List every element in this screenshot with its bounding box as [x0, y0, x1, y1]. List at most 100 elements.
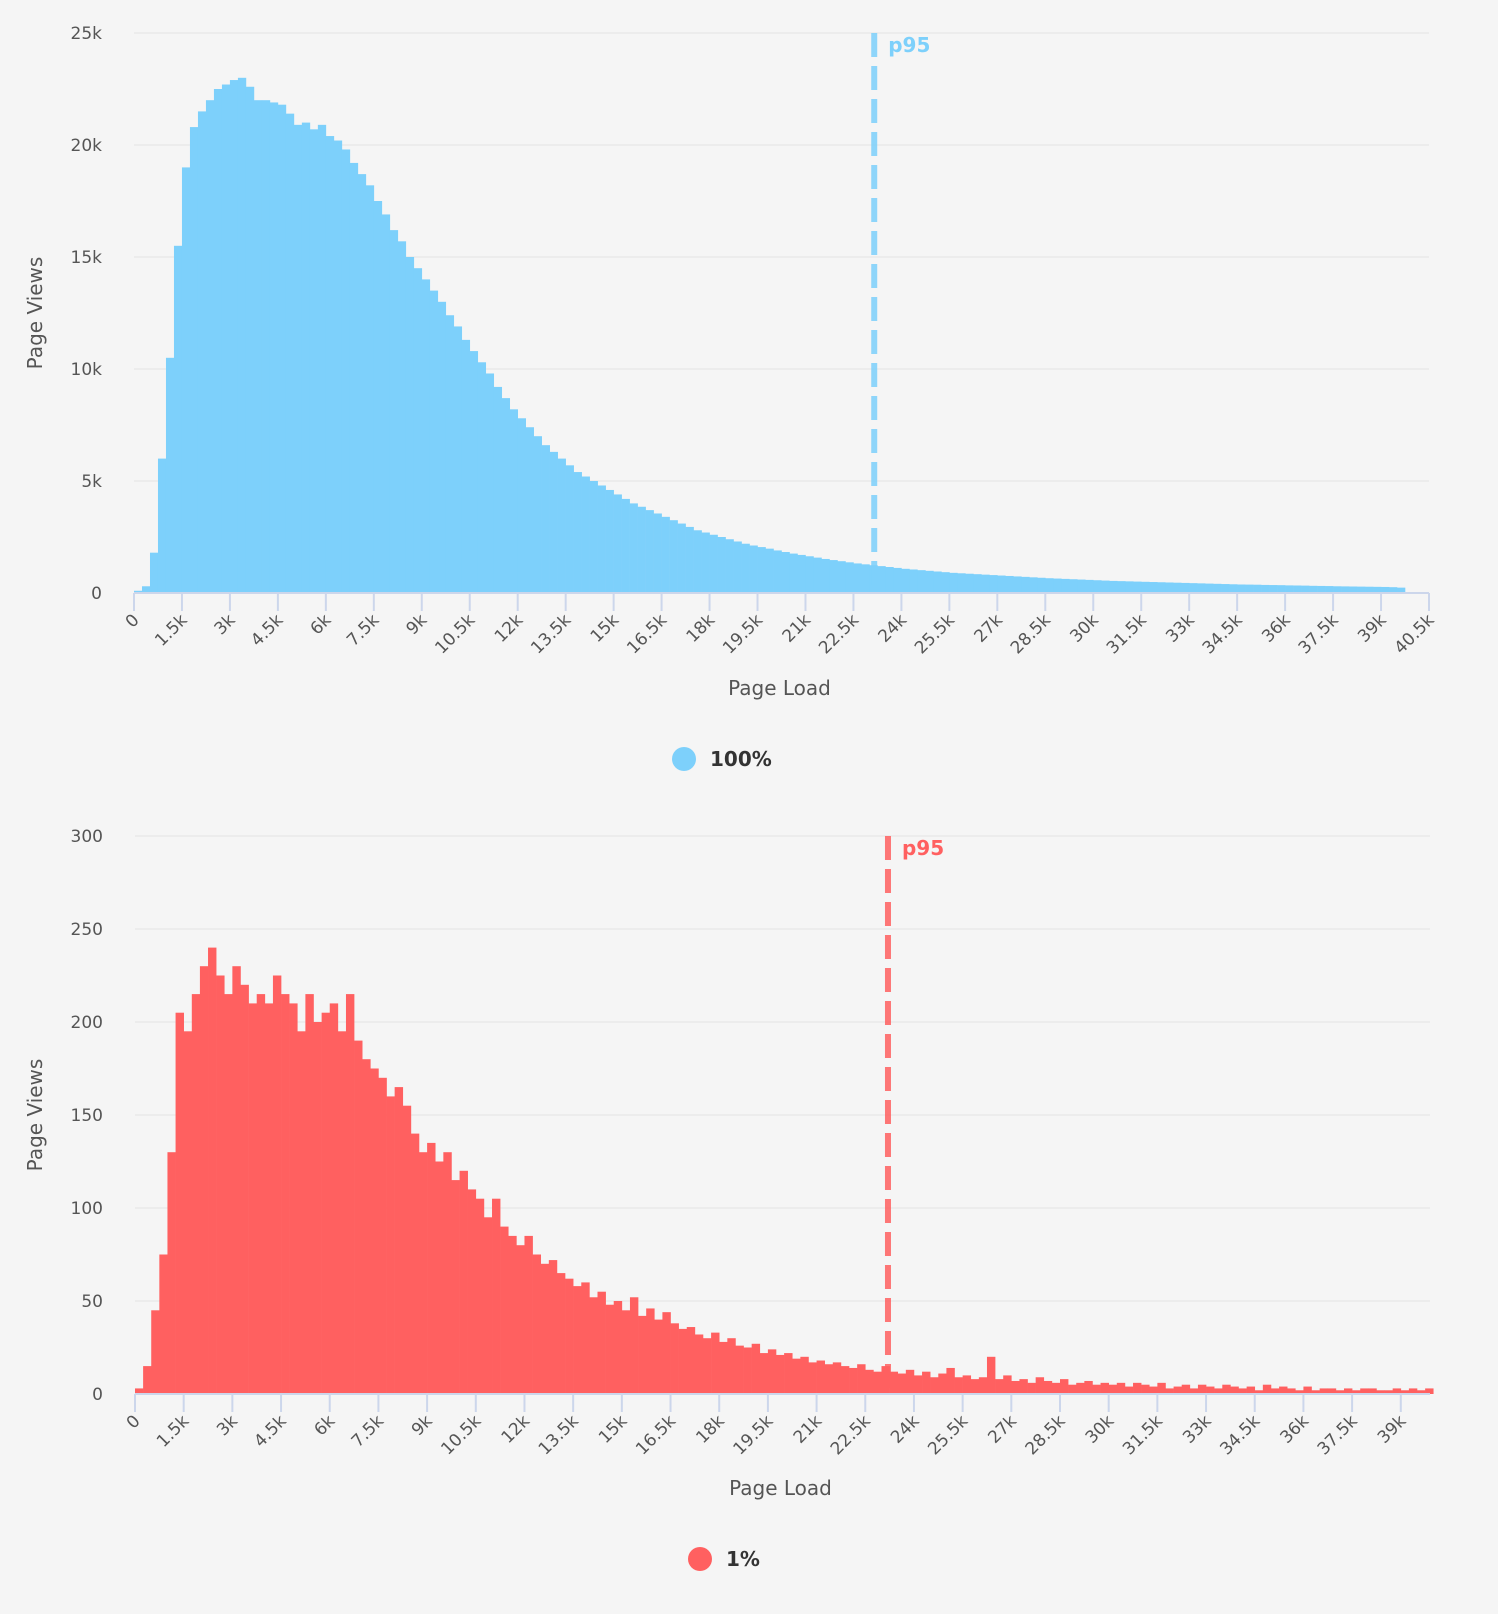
histogram-bar: [989, 575, 998, 593]
histogram-bar: [256, 994, 266, 1394]
x-tick-label: 15k: [595, 1411, 632, 1448]
histogram-bar: [677, 523, 686, 593]
histogram-bar: [461, 339, 471, 593]
histogram-bar: [897, 1373, 907, 1394]
histogram-bar: [1124, 1386, 1134, 1394]
chart-1-percent: 0 50 100 150 200 250 300 0 1.5k 3k 4.5k 6k 7.5k 9k 10.…: [23, 827, 1434, 1571]
histogram-bar: [134, 590, 143, 593]
x-tick-label: 30k: [1066, 610, 1103, 647]
histogram-bar: [1269, 585, 1278, 593]
histogram-bar: [410, 1133, 420, 1394]
histogram-bar: [759, 1353, 769, 1394]
histogram-bar: [973, 574, 982, 593]
histogram-bar: [237, 77, 247, 594]
histogram-bar: [1101, 580, 1110, 593]
x-tick-label: 19.5k: [719, 610, 767, 658]
legend-label: 1%: [726, 1547, 760, 1571]
histogram-bar: [941, 572, 950, 593]
histogram-bar: [693, 530, 702, 593]
histogram-bar: [1019, 1379, 1028, 1394]
histogram-bar: [213, 89, 223, 593]
y-tick-label: 5k: [81, 472, 102, 492]
histogram-bar: [1116, 1382, 1126, 1394]
histogram-bar: [638, 1315, 647, 1394]
histogram-bar: [629, 503, 638, 593]
histogram-bar: [1389, 587, 1398, 593]
histogram-bar: [492, 1198, 501, 1394]
x-tick-label: 10.5k: [437, 1411, 485, 1459]
histogram-bar: [477, 362, 487, 593]
histogram-bar: [978, 1377, 988, 1394]
histogram-bar: [784, 1353, 793, 1394]
histogram-bar: [719, 1341, 728, 1394]
histogram-bar: [143, 1366, 152, 1394]
histogram-bar: [1061, 578, 1070, 593]
histogram-bar: [245, 86, 255, 593]
histogram-bar: [581, 1282, 590, 1394]
histogram-bar: [751, 1343, 761, 1394]
histogram-bar: [686, 1327, 696, 1394]
histogram-bar: [149, 552, 159, 593]
histogram-bar: [435, 1161, 444, 1394]
histogram-bar: [1181, 582, 1190, 593]
histogram-bar: [378, 1077, 387, 1394]
histogram-bar: [792, 1358, 801, 1394]
y-tick-label: 150: [71, 1106, 103, 1126]
histogram-bar: [1157, 582, 1166, 593]
histogram-bar: [629, 1297, 639, 1394]
x-tick-label: 27k: [984, 1411, 1021, 1448]
histogram-bar: [837, 561, 846, 593]
histogram-bar: [418, 1152, 428, 1394]
histogram-bar: [1246, 1386, 1256, 1394]
histogram-bar: [1027, 1382, 1036, 1394]
x-tick-label: 40.5k: [1391, 610, 1439, 658]
histogram-bar: [849, 1367, 858, 1394]
x-tick-label: 12k: [498, 1411, 535, 1448]
histogram-bar: [789, 553, 798, 593]
x-tick-label: 24k: [887, 1411, 924, 1448]
histogram-bar: [1270, 1388, 1280, 1394]
x-tick-label: 28.5k: [1007, 610, 1055, 658]
histogram-bar: [1093, 580, 1102, 593]
histogram-bar: [573, 472, 582, 593]
x-tick-label: 34.5k: [1216, 1411, 1264, 1459]
histogram-bar: [493, 386, 503, 593]
histogram-bar: [313, 1022, 322, 1394]
histogram-bar: [337, 1031, 347, 1394]
histogram-bar: [857, 1364, 866, 1394]
histogram-bar: [727, 1338, 736, 1394]
histogram-bar: [717, 537, 726, 593]
x-tick-label: 39k: [1374, 1411, 1411, 1448]
x-tick-label: 1.5k: [151, 610, 191, 650]
histogram-bar: [167, 1152, 176, 1394]
histogram-bar: [1141, 581, 1150, 593]
histogram-bar: [694, 1334, 704, 1394]
histogram-bar: [1417, 1390, 1426, 1394]
histogram-bar: [767, 1349, 777, 1394]
histogram-bar: [445, 315, 455, 593]
histogram-bar: [1068, 1384, 1077, 1394]
histogram-bar: [524, 1235, 533, 1394]
x-tick-label: 3k: [213, 1411, 242, 1440]
histogram-bar: [345, 994, 355, 1394]
x-tick-label: 28.5k: [1022, 1411, 1070, 1459]
histogram-bar: [901, 568, 910, 593]
histogram-bar: [970, 1379, 980, 1394]
histogram-bar: [621, 498, 630, 593]
histogram-bar: [508, 1235, 517, 1394]
histogram-bar: [1381, 586, 1390, 593]
y-tick-label: 15k: [71, 248, 103, 268]
histogram-bar: [1197, 1384, 1207, 1394]
histogram-bar: [1077, 579, 1086, 593]
x-tick-label: 25.5k: [924, 1411, 972, 1459]
histogram-bar: [1262, 1384, 1272, 1394]
histogram-bar: [653, 513, 662, 593]
histogram-bar: [1319, 1388, 1329, 1394]
histogram-bar: [885, 567, 894, 593]
histogram-bar: [565, 1278, 574, 1394]
histogram-bar: [805, 556, 814, 593]
histogram-bar: [861, 564, 870, 593]
histogram-bar: [1230, 1386, 1239, 1394]
histogram-bar: [141, 586, 151, 593]
histogram-bar: [981, 574, 990, 593]
